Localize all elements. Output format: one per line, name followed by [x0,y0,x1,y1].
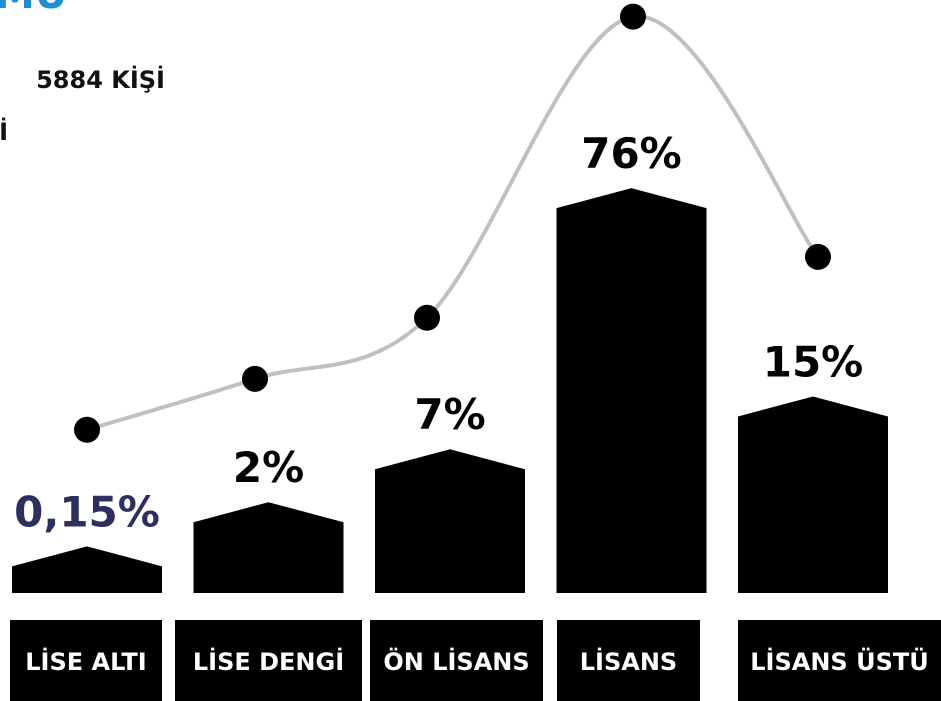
trend-dot [74,416,100,443]
category-box [738,620,941,701]
value-label: 76% [581,129,682,178]
trend-dot [620,3,646,30]
trend-dot [414,304,440,331]
trend-dot [805,243,831,270]
category-label: LİSANS [580,647,677,676]
chart-title: MU [0,0,67,18]
subtitle: 5884 KİŞİ [36,65,165,94]
category-box [370,620,543,701]
bar [556,188,707,593]
category-label: LİSE ALTI [25,647,146,676]
bar [375,449,525,593]
bar [193,502,344,593]
subtitle: İ [0,117,8,146]
bar [738,396,888,593]
value-label: 2% [233,443,304,492]
category-label: LİSE DENGİ [193,647,344,676]
category-label: ÖN LİSANS [383,646,529,676]
value-label: 15% [763,337,864,386]
value-label: 7% [414,390,485,439]
trend-line [86,14,820,432]
bar [12,546,162,593]
category-box [10,620,162,701]
trend-dot [242,365,268,392]
value-label: 0,15% [14,487,160,536]
category-box [175,620,362,701]
category-label: LİSANS ÜSTÜ [750,646,928,676]
category-box [557,620,700,701]
